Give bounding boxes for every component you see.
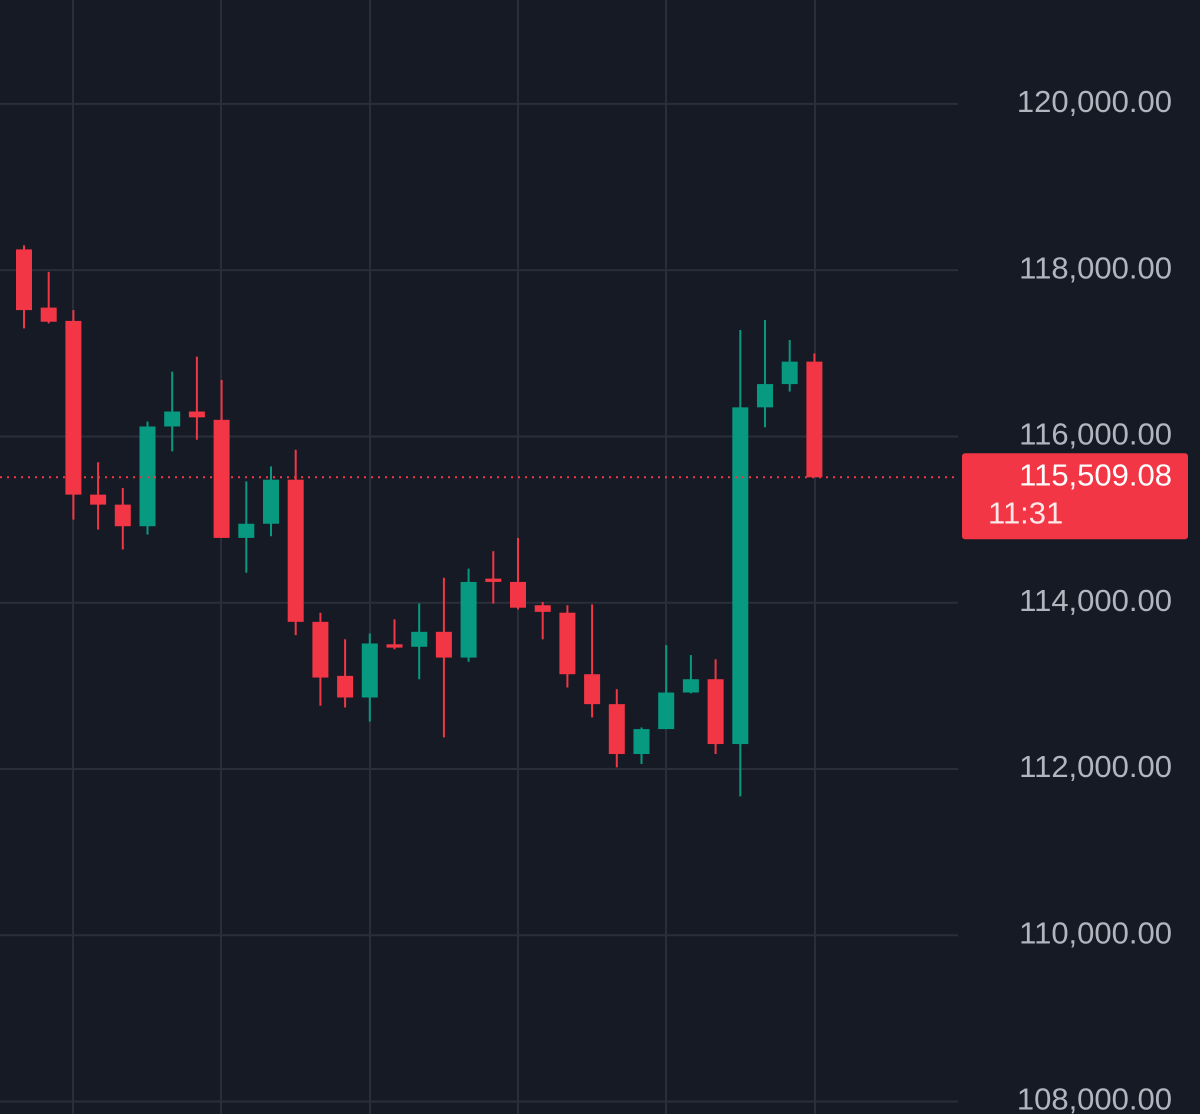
candle-body (633, 729, 650, 755)
candle-body (65, 320, 82, 495)
candle-body (559, 612, 576, 675)
candle-body (806, 361, 823, 478)
candle-body (757, 384, 773, 408)
candle-body (114, 504, 131, 527)
candle-body (435, 631, 452, 658)
candle-body (312, 621, 329, 678)
candle-body (682, 679, 699, 693)
y-tick-label: 120,000.00 (1017, 84, 1172, 119)
candle-body (707, 679, 724, 745)
candle-body (534, 605, 551, 612)
candle-body (781, 361, 798, 385)
y-tick-label: 112,000.00 (1019, 749, 1172, 784)
candle-body (658, 692, 675, 730)
candle-body (460, 581, 477, 658)
candle-body (40, 307, 57, 322)
y-tick-label: 118,000.00 (1019, 250, 1172, 285)
candle-body (732, 407, 749, 745)
y-tick-label: 116,000.00 (1019, 417, 1172, 452)
candle-body (213, 419, 230, 538)
candle-body (188, 411, 205, 418)
y-tick-label: 110,000.00 (1019, 915, 1172, 950)
candle-body (584, 674, 601, 705)
candle-body (238, 523, 255, 538)
last-price-label: 115,509.08 (1019, 457, 1172, 492)
candle-body (386, 644, 403, 648)
countdown-label: 11:31 (988, 495, 1063, 530)
y-tick-label: 114,000.00 (1019, 583, 1172, 618)
candle-body (608, 704, 625, 755)
candle-body (411, 631, 428, 647)
candle-body (164, 411, 181, 427)
candle-body (90, 494, 107, 505)
candle-body (337, 675, 354, 698)
y-tick-label: 108,000.00 (1017, 1082, 1172, 1114)
last-price-box (962, 453, 1188, 540)
candle-body (485, 578, 502, 582)
candle-body (287, 479, 304, 622)
candle-body (361, 643, 378, 698)
candle-body (16, 249, 32, 311)
candle-body (263, 479, 279, 524)
candle-body (510, 581, 526, 608)
